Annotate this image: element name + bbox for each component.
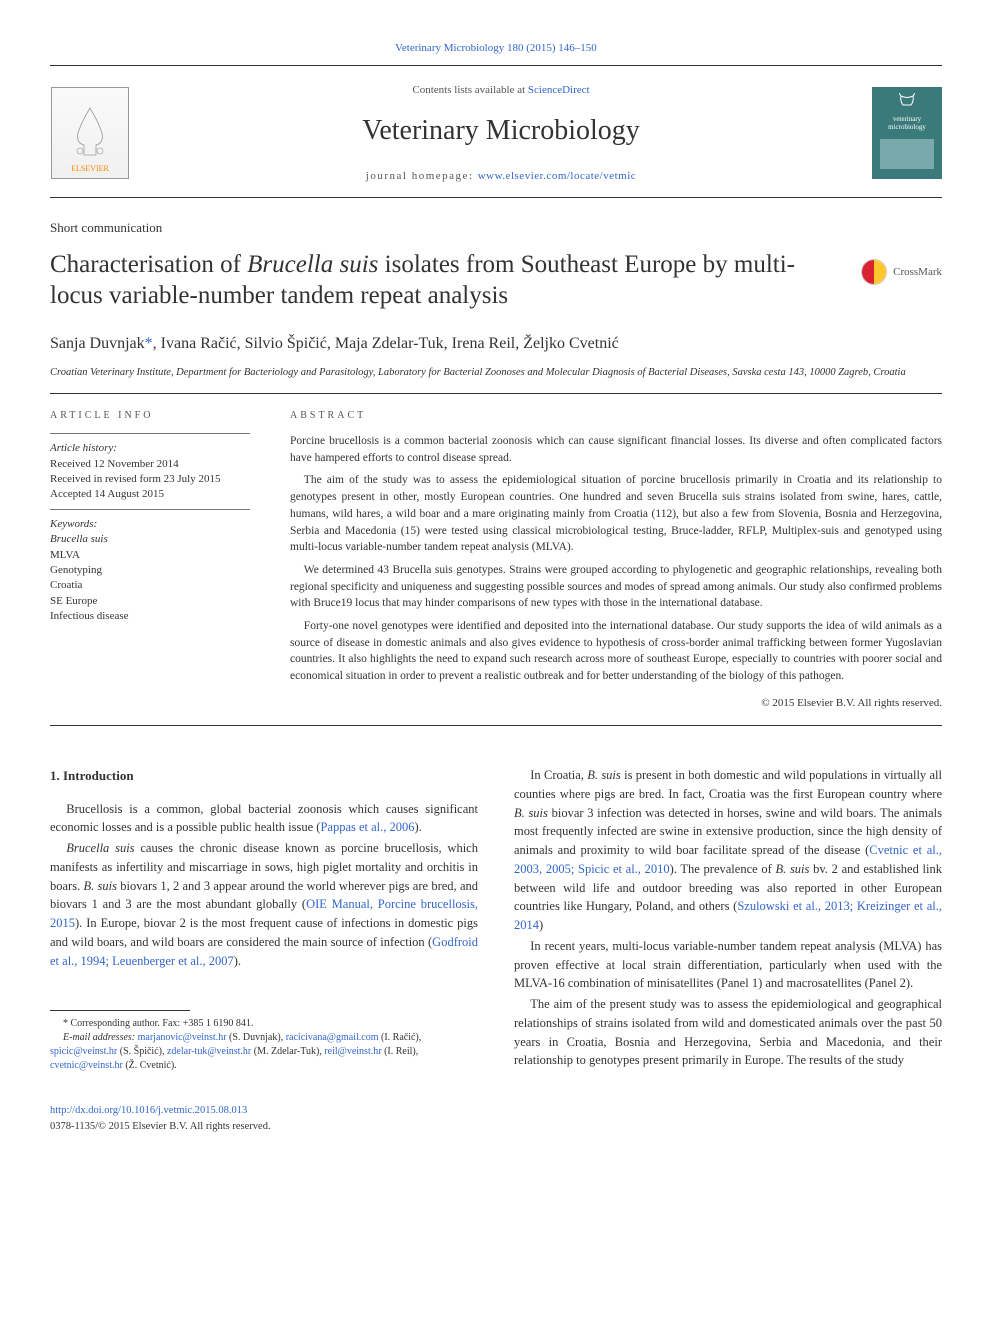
homepage-link[interactable]: www.elsevier.com/locate/vetmic [478,170,636,182]
elsevier-logo-box[interactable]: ELSEVIER [50,86,130,181]
italic-span: B. suis [775,862,809,876]
email-author: (I. Račić), [378,1032,421,1043]
citation-link[interactable]: Pappas et al., 2006 [320,820,414,834]
article-title: Characterisation of Brucella suis isolat… [50,249,841,312]
authors: Sanja Duvnjak*, Ivana Račić, Silvio Špič… [50,332,942,356]
footer: http://dx.doi.org/10.1016/j.vetmic.2015.… [50,1103,942,1135]
info-heading: ARTICLE INFO [50,408,250,423]
publisher-header: ELSEVIER Contents lists available at Sci… [50,72,942,191]
crossmark-icon [861,259,887,285]
abstract-heading: ABSTRACT [290,408,942,423]
kw-4: SE Europe [50,594,250,609]
kw-label: Keywords: [50,516,250,533]
abs-p2: We determined 43 Brucella suis genotypes… [290,562,942,612]
title-pre: Characterisation of [50,251,247,278]
corr-footnote: * Corresponding author. Fax: +385 1 6190… [50,1017,478,1031]
kw-3: Croatia [50,578,250,593]
author-list: Sanja Duvnjak*, Ivana Račić, Silvio Špič… [50,335,619,352]
cover-ox-icon [898,93,916,114]
top-rule [50,65,942,66]
body-paragraph: Brucellosis is a common, global bacteria… [50,800,478,838]
elsevier-logo: ELSEVIER [51,87,129,179]
col2-paras: In Croatia, B. suis is present in both d… [514,766,942,1070]
homepage-line: journal homepage: www.elsevier.com/locat… [150,168,852,185]
contents-line: Contents lists available at ScienceDirec… [150,82,852,99]
email-author: (S. Duvnjak), [227,1032,286,1043]
body-paragraph: In Croatia, B. suis is present in both d… [514,766,942,935]
text-span: In Croatia, [530,768,587,782]
email-author: (M. Zdelar-Tuk), [251,1046,324,1057]
italic-span: B. suis [514,806,548,820]
footnote-rule [50,1010,190,1011]
title-row: Characterisation of Brucella suis isolat… [50,249,942,312]
email-footnote: E-mail addresses: marjanovic@veinst.hr (… [50,1031,478,1073]
header-center: Contents lists available at ScienceDirec… [130,82,872,185]
body-paragraph: In recent years, multi-locus variable-nu… [514,937,942,993]
kw-2: Genotyping [50,563,250,578]
journal-ref[interactable]: Veterinary Microbiology 180 (2015) 146–1… [50,40,942,57]
text-span: In recent years, multi-locus variable-nu… [514,939,942,991]
body-paragraph: The aim of the present study was to asse… [514,995,942,1070]
hist-received: Received 12 November 2014 [50,457,250,472]
doi-link[interactable]: http://dx.doi.org/10.1016/j.vetmic.2015.… [50,1103,942,1119]
email-author: (Ž. Cvetnić). [123,1060,177,1071]
email-link[interactable]: zdelar-tuk@veinst.hr [167,1046,251,1057]
abs-p0: Porcine brucellosis is a common bacteria… [290,433,942,466]
corr-star: * [145,335,153,352]
italic-span: Brucella suis [66,841,134,855]
email-author: (S. Špičić), [117,1046,167,1057]
section-label: Short communication [50,218,942,238]
italic-span: B. suis [587,768,621,782]
homepage-pre: journal homepage: [366,170,478,182]
col-left: 1. Introduction Brucellosis is a common,… [50,766,478,1073]
info-top-rule [50,393,942,394]
abs-p3: Forty-one novel genotypes were identifie… [290,618,942,685]
contents-pre: Contents lists available at [412,84,527,96]
sciencedirect-link[interactable]: ScienceDirect [528,84,590,96]
crossmark-label: CrossMark [893,264,942,281]
hist-accepted: Accepted 14 August 2015 [50,487,250,502]
kw-5: Infectious disease [50,609,250,624]
crossmark-badge[interactable]: CrossMark [861,249,942,285]
text-span: ). [234,954,241,968]
col1-paras: Brucellosis is a common, global bacteria… [50,800,478,971]
abs-copyright: © 2015 Elsevier B.V. All rights reserved… [290,695,942,712]
text-span: The aim of the present study was to asse… [514,997,942,1067]
info-bottom-rule [50,725,942,726]
abs-p1: The aim of the study was to assess the e… [290,472,942,555]
email-link[interactable]: racicivana@gmail.com [286,1032,379,1043]
email-link[interactable]: reil@veinst.hr [324,1046,381,1057]
kw-0: Brucella suis [50,532,250,547]
cover-title: veterinary microbiology [876,116,938,131]
elsevier-label: ELSEVIER [71,163,109,175]
header-bottom-rule [50,197,942,198]
journal-cover[interactable]: veterinary microbiology [872,87,942,179]
title-italic: Brucella suis [247,251,378,278]
text-span: ). The prevalence of [670,862,776,876]
col-right: In Croatia, B. suis is present in both d… [514,766,942,1073]
body-paragraph: Brucella suis causes the chronic disease… [50,839,478,970]
journal-name: Veterinary Microbiology [150,110,852,152]
email-link[interactable]: spicic@veinst.hr [50,1046,117,1057]
abstract: ABSTRACT Porcine brucellosis is a common… [290,408,942,711]
affiliation: Croatian Veterinary Institute, Departmen… [50,366,942,380]
email-label: E-mail addresses: [63,1032,135,1043]
text-span: ). In Europe, biovar 2 is the most frequ… [50,916,478,949]
text-span: ). [415,820,422,834]
info-row: ARTICLE INFO Article history: Received 1… [50,408,942,711]
article-info: ARTICLE INFO Article history: Received 1… [50,408,250,711]
history-label: Article history: [50,440,250,457]
email-author: (I. Reil), [382,1046,419,1057]
intro-heading: 1. Introduction [50,766,478,786]
body-columns: 1. Introduction Brucellosis is a common,… [50,766,942,1073]
email-link[interactable]: cvetnic@veinst.hr [50,1060,123,1071]
italic-span: B. suis [83,879,117,893]
hist-revised: Received in revised form 23 July 2015 [50,472,250,487]
elsevier-tree-icon [60,103,120,163]
issn-copyright: 0378-1135/© 2015 Elsevier B.V. All right… [50,1119,942,1135]
email-link[interactable]: marjanovic@veinst.hr [138,1032,227,1043]
kw-1: MLVA [50,548,250,563]
text-span: ) [539,918,543,932]
